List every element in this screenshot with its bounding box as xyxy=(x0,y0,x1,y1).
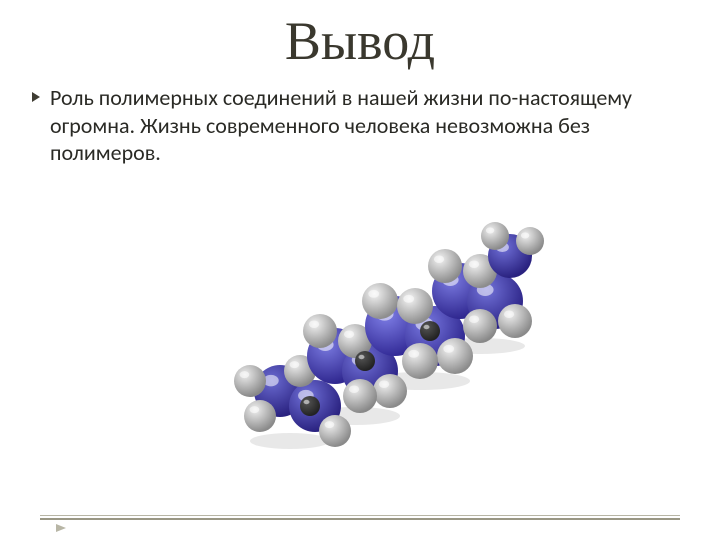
divider-line-thick xyxy=(40,518,680,520)
molecule-figure xyxy=(40,181,680,481)
molecule-svg xyxy=(160,181,560,481)
bullet-item: Роль полимерных соединений в нашей жизни… xyxy=(30,84,680,167)
bullet-text: Роль полимерных соединений в нашей жизни… xyxy=(50,84,680,167)
slide-title: Вывод xyxy=(40,10,680,72)
footer-triangle-icon xyxy=(54,522,68,534)
slide: Вывод Роль полимерных соединений в нашей… xyxy=(0,0,720,540)
divider-line-thin xyxy=(40,515,680,516)
bullet-triangle-icon xyxy=(30,90,42,104)
